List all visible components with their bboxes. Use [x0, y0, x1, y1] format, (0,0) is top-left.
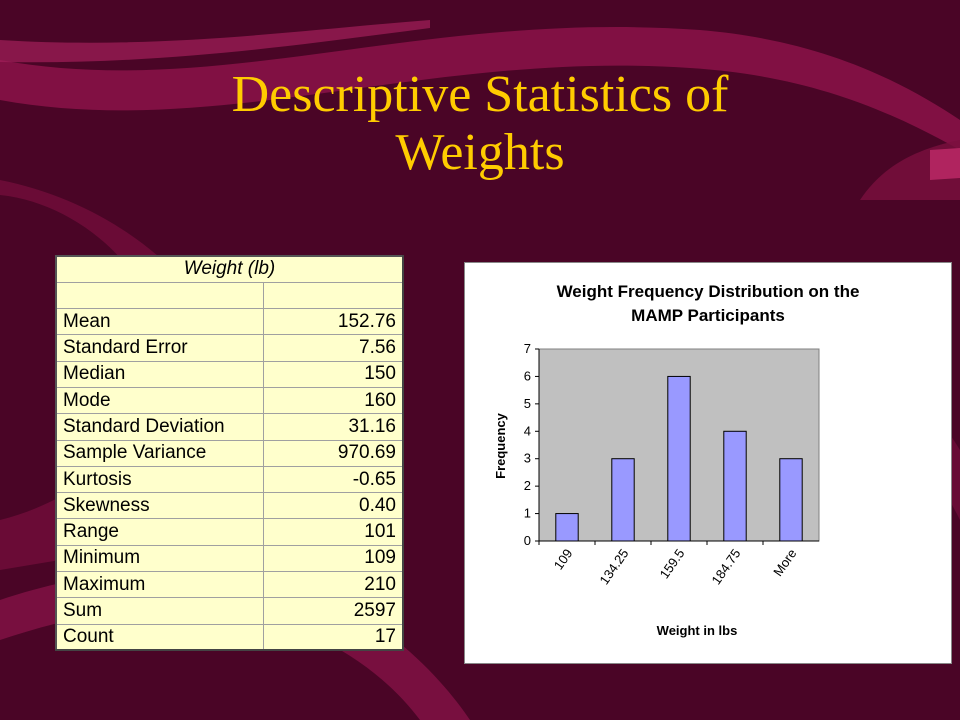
stat-value: 101 — [263, 518, 404, 546]
stat-value: 2597 — [263, 597, 404, 625]
stat-label: Sum — [56, 597, 264, 625]
blank-cell — [56, 282, 264, 310]
table-row: Kurtosis -0.65 — [56, 466, 404, 494]
bar — [779, 458, 803, 542]
bar — [555, 513, 579, 542]
stat-value: 31.16 — [263, 413, 404, 441]
chart-svg: Weight Frequency Distribution on the MAM… — [493, 282, 860, 638]
stat-label: Mode — [56, 387, 264, 415]
table-row: Count 17 — [56, 624, 404, 652]
stat-label: Count — [56, 624, 264, 652]
table-header: Weight (lb) — [56, 256, 404, 283]
x-tick-label: 159.5 — [657, 546, 688, 581]
table-header-row: Weight (lb) — [56, 256, 404, 283]
table-row: Standard Error 7.56 — [56, 334, 404, 362]
table-row: Standard Deviation 31.16 — [56, 413, 404, 441]
stat-value: -0.65 — [263, 466, 404, 494]
stat-value: 160 — [263, 387, 404, 415]
table-row: Sum 2597 — [56, 597, 404, 625]
x-tick-label: 184.75 — [708, 546, 743, 587]
table-row: Sample Variance 970.69 — [56, 440, 404, 467]
table-row: Skewness 0.40 — [56, 492, 404, 520]
slide-title: Descriptive Statistics of Weights — [80, 66, 880, 182]
table-row: Median 150 — [56, 361, 404, 388]
stat-label: Median — [56, 361, 264, 388]
bar — [723, 430, 747, 542]
stat-label: Range — [56, 518, 264, 546]
x-tick-label: 134.25 — [596, 546, 631, 587]
frequency-chart: Weight Frequency Distribution on the MAM… — [464, 262, 952, 664]
y-tick-label: 2 — [524, 478, 531, 493]
y-tick-label: 7 — [524, 341, 531, 356]
table-row: Minimum 109 — [56, 545, 404, 573]
stat-value: 970.69 — [263, 440, 404, 467]
stat-value: 7.56 — [263, 334, 404, 362]
stat-value: 210 — [263, 571, 404, 599]
y-tick-label: 3 — [524, 451, 531, 466]
descriptive-stats-table: Weight (lb) Mean 152.76 Standard Error 7.56… — [55, 255, 404, 652]
table-blank-row — [56, 282, 404, 310]
bar — [611, 458, 635, 542]
x-tick-label: 109 — [551, 546, 576, 572]
chart-title-line-2: MAMP Participants — [631, 306, 785, 325]
y-axis-label: Frequency — [493, 412, 508, 479]
stat-label: Sample Variance — [56, 440, 264, 467]
stat-label: Kurtosis — [56, 466, 264, 494]
y-tick-label: 1 — [524, 506, 531, 521]
y-tick-label: 4 — [524, 423, 531, 438]
stat-value: 0.40 — [263, 492, 404, 520]
chart-title-line-1: Weight Frequency Distribution on the — [557, 282, 860, 301]
table-row: Mean 152.76 — [56, 308, 404, 336]
stat-value: 150 — [263, 361, 404, 388]
x-tick-label: More — [770, 546, 799, 579]
stat-label: Maximum — [56, 571, 264, 599]
slide-title-line-2: Weights — [395, 124, 565, 181]
x-axis-label: Weight in lbs — [657, 623, 738, 638]
stat-label: Mean — [56, 308, 264, 336]
y-tick-label: 6 — [524, 368, 531, 383]
slide-title-line-1: Descriptive Statistics of — [231, 66, 729, 123]
y-tick-label: 5 — [524, 396, 531, 411]
table-row: Mode 160 — [56, 387, 404, 415]
table-row: Range 101 — [56, 518, 404, 546]
blank-cell — [263, 282, 404, 310]
table-row: Maximum 210 — [56, 571, 404, 599]
stat-value: 109 — [263, 545, 404, 573]
stat-value: 152.76 — [263, 308, 404, 336]
stat-label: Standard Error — [56, 334, 264, 362]
bar — [667, 375, 691, 542]
stat-label: Standard Deviation — [56, 413, 264, 441]
y-tick-label: 0 — [524, 533, 531, 548]
stat-label: Minimum — [56, 545, 264, 573]
stat-label: Skewness — [56, 492, 264, 520]
stat-value: 17 — [263, 624, 404, 652]
